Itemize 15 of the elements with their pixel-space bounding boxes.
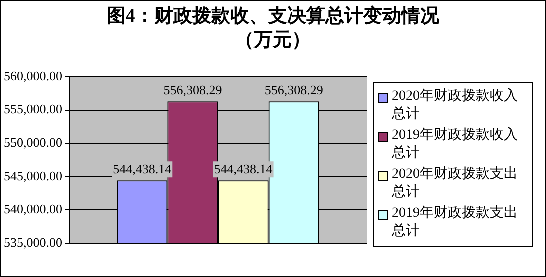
legend-label: 2019年财政拨款收入总计 [392, 126, 519, 162]
y-tick-label: 555,000.00 [4, 102, 62, 117]
data-label: 544,438.14 [214, 162, 274, 176]
legend-label: 2020年财政拨款支出总计 [392, 166, 519, 202]
y-tick-label: 550,000.00 [4, 134, 62, 150]
data-label: 556,308.29 [164, 82, 222, 98]
chart-title: 图4：财政拨款收、支决算总计变动情况（万元） [106, 5, 440, 53]
legend-label: 2019年财政拨款支出总计 [392, 204, 519, 240]
data-label: 544,438.14 [113, 162, 172, 176]
y-tick-label: 535,000.00 [4, 234, 62, 250]
y-tick-label: 545,000.00 [4, 168, 62, 184]
legend-label: 2020年财政拨款收入总计 [392, 88, 519, 124]
data-label: 556,308.29 [264, 82, 324, 98]
y-tick-label: 560,000.00 [4, 68, 62, 84]
y-tick-label: 540,000.00 [4, 202, 62, 217]
